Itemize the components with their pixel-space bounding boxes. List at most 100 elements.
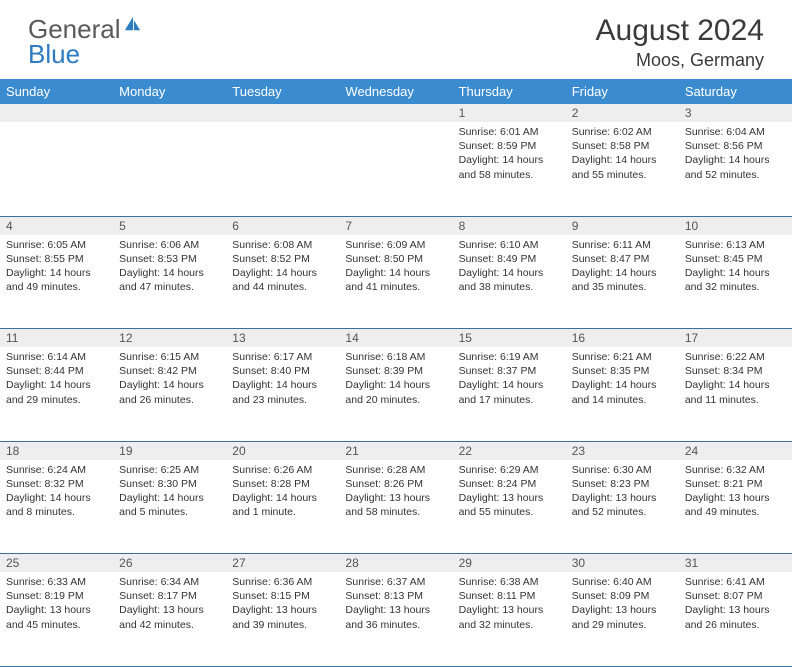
sunrise-text: Sunrise: 6:18 AM	[345, 350, 446, 364]
sunrise-text: Sunrise: 6:24 AM	[6, 463, 107, 477]
day-cell: Sunrise: 6:08 AMSunset: 8:52 PMDaylight:…	[226, 235, 339, 329]
day-number: 9	[566, 216, 679, 235]
day-details: Sunrise: 6:10 AMSunset: 8:49 PMDaylight:…	[453, 235, 566, 299]
sunrise-text: Sunrise: 6:08 AM	[232, 238, 333, 252]
day-details: Sunrise: 6:26 AMSunset: 8:28 PMDaylight:…	[226, 460, 339, 524]
sunrise-text: Sunrise: 6:37 AM	[345, 575, 446, 589]
sunset-text: Sunset: 8:23 PM	[572, 477, 673, 491]
calendar-table: SundayMondayTuesdayWednesdayThursdayFrid…	[0, 79, 792, 667]
sunrise-text: Sunrise: 6:41 AM	[685, 575, 786, 589]
week-row: Sunrise: 6:24 AMSunset: 8:32 PMDaylight:…	[0, 460, 792, 554]
day-cell: Sunrise: 6:37 AMSunset: 8:13 PMDaylight:…	[339, 572, 452, 666]
weekday-header: Monday	[113, 79, 226, 104]
day-cell: Sunrise: 6:10 AMSunset: 8:49 PMDaylight:…	[453, 235, 566, 329]
daylight-text: Daylight: 13 hours and 45 minutes.	[6, 603, 107, 631]
sunrise-text: Sunrise: 6:06 AM	[119, 238, 220, 252]
sunrise-text: Sunrise: 6:04 AM	[685, 125, 786, 139]
daylight-text: Daylight: 13 hours and 58 minutes.	[345, 491, 446, 519]
sunrise-text: Sunrise: 6:14 AM	[6, 350, 107, 364]
day-number: 19	[113, 441, 226, 460]
day-details: Sunrise: 6:09 AMSunset: 8:50 PMDaylight:…	[339, 235, 452, 299]
daylight-text: Daylight: 14 hours and 17 minutes.	[459, 378, 560, 406]
daylight-text: Daylight: 14 hours and 52 minutes.	[685, 153, 786, 181]
day-number	[0, 104, 113, 122]
day-cell: Sunrise: 6:28 AMSunset: 8:26 PMDaylight:…	[339, 460, 452, 554]
day-cell: Sunrise: 6:18 AMSunset: 8:39 PMDaylight:…	[339, 347, 452, 441]
day-number: 29	[453, 554, 566, 573]
day-cell	[113, 122, 226, 216]
day-cell: Sunrise: 6:22 AMSunset: 8:34 PMDaylight:…	[679, 347, 792, 441]
day-details: Sunrise: 6:32 AMSunset: 8:21 PMDaylight:…	[679, 460, 792, 524]
day-number: 3	[679, 104, 792, 122]
day-number: 2	[566, 104, 679, 122]
daylight-text: Daylight: 14 hours and 5 minutes.	[119, 491, 220, 519]
day-cell: Sunrise: 6:26 AMSunset: 8:28 PMDaylight:…	[226, 460, 339, 554]
day-details: Sunrise: 6:33 AMSunset: 8:19 PMDaylight:…	[0, 572, 113, 636]
sunrise-text: Sunrise: 6:30 AM	[572, 463, 673, 477]
sunrise-text: Sunrise: 6:38 AM	[459, 575, 560, 589]
day-details: Sunrise: 6:08 AMSunset: 8:52 PMDaylight:…	[226, 235, 339, 299]
daylight-text: Daylight: 14 hours and 23 minutes.	[232, 378, 333, 406]
day-cell: Sunrise: 6:30 AMSunset: 8:23 PMDaylight:…	[566, 460, 679, 554]
sunrise-text: Sunrise: 6:33 AM	[6, 575, 107, 589]
daylight-text: Daylight: 13 hours and 36 minutes.	[345, 603, 446, 631]
month-title: August 2024	[596, 14, 764, 48]
daynum-row: 11121314151617	[0, 329, 792, 348]
sunset-text: Sunset: 8:32 PM	[6, 477, 107, 491]
sunset-text: Sunset: 8:59 PM	[459, 139, 560, 153]
sunrise-text: Sunrise: 6:36 AM	[232, 575, 333, 589]
weekday-header-row: SundayMondayTuesdayWednesdayThursdayFrid…	[0, 79, 792, 104]
sunrise-text: Sunrise: 6:10 AM	[459, 238, 560, 252]
day-number: 18	[0, 441, 113, 460]
sunset-text: Sunset: 8:56 PM	[685, 139, 786, 153]
day-cell: Sunrise: 6:02 AMSunset: 8:58 PMDaylight:…	[566, 122, 679, 216]
sunset-text: Sunset: 8:58 PM	[572, 139, 673, 153]
daylight-text: Daylight: 13 hours and 32 minutes.	[459, 603, 560, 631]
day-details: Sunrise: 6:25 AMSunset: 8:30 PMDaylight:…	[113, 460, 226, 524]
daylight-text: Daylight: 14 hours and 38 minutes.	[459, 266, 560, 294]
day-cell: Sunrise: 6:13 AMSunset: 8:45 PMDaylight:…	[679, 235, 792, 329]
sunset-text: Sunset: 8:50 PM	[345, 252, 446, 266]
daylight-text: Daylight: 14 hours and 14 minutes.	[572, 378, 673, 406]
sunset-text: Sunset: 8:45 PM	[685, 252, 786, 266]
day-details: Sunrise: 6:22 AMSunset: 8:34 PMDaylight:…	[679, 347, 792, 411]
daylight-text: Daylight: 14 hours and 20 minutes.	[345, 378, 446, 406]
daylight-text: Daylight: 14 hours and 1 minute.	[232, 491, 333, 519]
day-number: 11	[0, 329, 113, 348]
day-number: 4	[0, 216, 113, 235]
day-number: 16	[566, 329, 679, 348]
daylight-text: Daylight: 14 hours and 58 minutes.	[459, 153, 560, 181]
daylight-text: Daylight: 13 hours and 26 minutes.	[685, 603, 786, 631]
day-number: 10	[679, 216, 792, 235]
sunrise-text: Sunrise: 6:34 AM	[119, 575, 220, 589]
sunset-text: Sunset: 8:21 PM	[685, 477, 786, 491]
day-details: Sunrise: 6:11 AMSunset: 8:47 PMDaylight:…	[566, 235, 679, 299]
day-cell: Sunrise: 6:29 AMSunset: 8:24 PMDaylight:…	[453, 460, 566, 554]
daylight-text: Daylight: 14 hours and 32 minutes.	[685, 266, 786, 294]
day-details: Sunrise: 6:30 AMSunset: 8:23 PMDaylight:…	[566, 460, 679, 524]
sunrise-text: Sunrise: 6:40 AM	[572, 575, 673, 589]
sunrise-text: Sunrise: 6:25 AM	[119, 463, 220, 477]
sunset-text: Sunset: 8:30 PM	[119, 477, 220, 491]
day-details: Sunrise: 6:01 AMSunset: 8:59 PMDaylight:…	[453, 122, 566, 186]
week-row: Sunrise: 6:14 AMSunset: 8:44 PM Daylight:…	[0, 347, 792, 441]
sunrise-text: Sunrise: 6:13 AM	[685, 238, 786, 252]
day-details: Sunrise: 6:14 AMSunset: 8:44 PMDaylight:…	[0, 347, 113, 411]
day-details: Sunrise: 6:36 AMSunset: 8:15 PMDaylight:…	[226, 572, 339, 636]
sunset-text: Sunset: 8:39 PM	[345, 364, 446, 378]
daynum-row: 123	[0, 104, 792, 122]
day-cell: Sunrise: 6:34 AMSunset: 8:17 PMDaylight:…	[113, 572, 226, 666]
day-number: 26	[113, 554, 226, 573]
sunset-text: Sunset: 8:11 PM	[459, 589, 560, 603]
sunset-text: Sunset: 8:55 PM	[6, 252, 107, 266]
sunset-text: Sunset: 8:44 PM	[6, 364, 107, 378]
page-header: GeneralBlue August 2024 Moos, Germany	[0, 0, 792, 79]
day-number: 24	[679, 441, 792, 460]
sunset-text: Sunset: 8:13 PM	[345, 589, 446, 603]
brand-logo: GeneralBlue	[28, 14, 144, 70]
day-details: Sunrise: 6:37 AMSunset: 8:13 PMDaylight:…	[339, 572, 452, 636]
sunrise-text: Sunrise: 6:28 AM	[345, 463, 446, 477]
day-number: 31	[679, 554, 792, 573]
daylight-text: Daylight: 14 hours and 8 minutes.	[6, 491, 107, 519]
day-details: Sunrise: 6:02 AMSunset: 8:58 PMDaylight:…	[566, 122, 679, 186]
